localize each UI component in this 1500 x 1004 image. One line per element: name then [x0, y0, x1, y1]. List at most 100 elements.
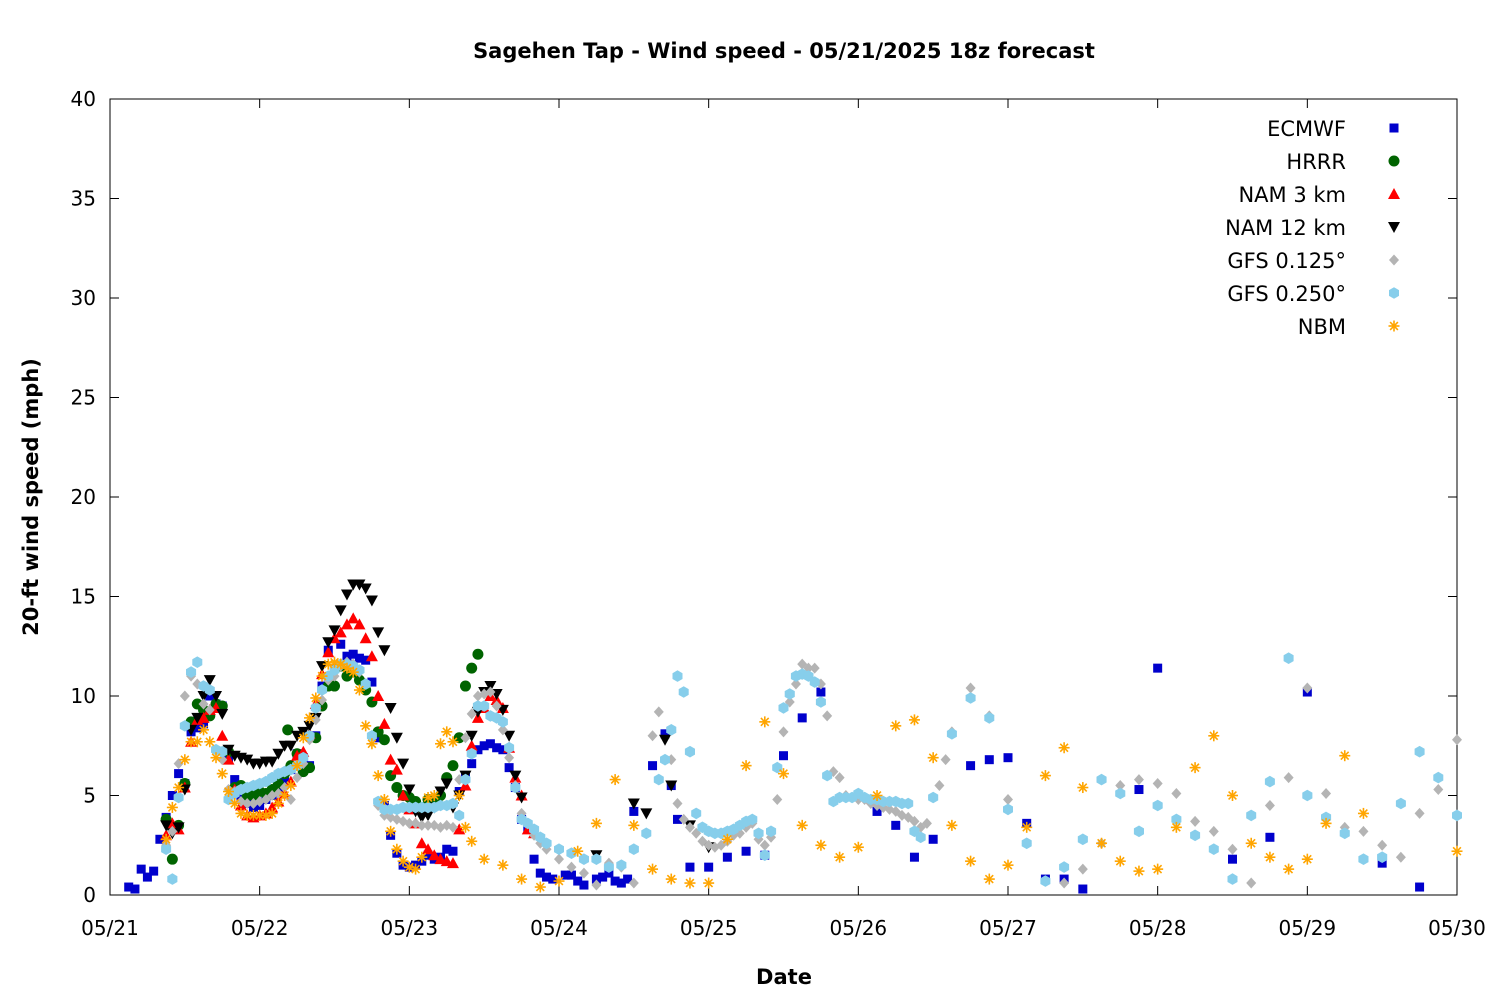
data-point [772, 793, 783, 805]
data-point [1096, 837, 1108, 849]
legend: ECMWF HRRR NAM 3 km NAM 12 km GFS 0.125° GFS … [1225, 117, 1400, 339]
data-point [572, 845, 584, 857]
data-point [809, 676, 820, 688]
legend-label: GFS 0.250° [1227, 282, 1346, 306]
data-point [172, 822, 185, 834]
data-point [504, 763, 514, 773]
data-point [304, 730, 315, 742]
data-point [872, 806, 882, 816]
data-point [1433, 771, 1444, 784]
data-point [447, 760, 459, 772]
data-point [266, 807, 278, 819]
data-point [378, 793, 390, 805]
data-point [778, 726, 789, 738]
y-axis: 0 5 10 15 20 25 30 35 40 [71, 87, 1457, 907]
data-point [722, 852, 732, 862]
data-point [809, 662, 820, 674]
data-point [984, 755, 994, 765]
data-point [1452, 734, 1462, 746]
data-point [648, 761, 658, 771]
data-point [222, 744, 235, 756]
data-point [641, 827, 652, 840]
data-point [579, 880, 589, 890]
data-point [510, 781, 521, 794]
data-point [1208, 825, 1219, 837]
data-point [384, 753, 397, 765]
data-point [186, 666, 197, 678]
data-point [328, 625, 341, 637]
data-point [903, 797, 914, 810]
data-point [909, 815, 920, 827]
legend-marker [1389, 254, 1399, 266]
data-point [822, 769, 833, 782]
data-point [665, 873, 677, 885]
data-point [198, 724, 210, 736]
data-point [378, 717, 391, 729]
data-point [759, 849, 770, 861]
data-point [173, 782, 185, 794]
data-point [459, 821, 471, 833]
data-point [197, 711, 210, 723]
data-point [891, 820, 901, 830]
x-tick-label: 05/21 [81, 916, 139, 940]
data-point [822, 710, 833, 722]
data-point [422, 810, 435, 822]
x-axis: 05/21 05/22 05/23 05/24 05/25 05/26 05/27 05/28… [81, 99, 1486, 940]
data-point [660, 753, 670, 766]
x-tick-label: 05/27 [979, 916, 1037, 940]
data-point [566, 870, 576, 880]
legend-item: GFS 0.250° [1227, 282, 1399, 306]
data-point [628, 877, 639, 889]
data-point [341, 662, 353, 674]
data-point [616, 878, 626, 888]
data-point [940, 754, 951, 766]
data-point [304, 712, 316, 724]
data-point [779, 751, 788, 761]
data-point [485, 686, 496, 698]
data-point [1415, 882, 1425, 892]
data-point [497, 859, 509, 871]
data-point [428, 849, 441, 861]
data-point [454, 809, 465, 822]
data-point [566, 847, 577, 859]
data-point [1171, 813, 1182, 826]
data-point [647, 863, 659, 875]
data-point [598, 872, 608, 882]
data-point [222, 786, 234, 798]
data-point [204, 704, 215, 716]
data-point [1114, 855, 1126, 867]
data-point [242, 797, 253, 809]
data-point [492, 743, 502, 753]
legend-marker [1388, 155, 1400, 167]
data-point [142, 872, 152, 882]
data-point [578, 853, 589, 865]
data-point [554, 843, 564, 855]
data-point [498, 745, 508, 755]
data-point [909, 852, 919, 862]
data-point [384, 702, 397, 714]
data-point [340, 618, 353, 630]
data-point [367, 677, 377, 687]
data-point [130, 884, 140, 894]
data-point [397, 789, 410, 801]
data-point [310, 692, 322, 704]
data-point [372, 690, 385, 701]
data-point [983, 873, 995, 885]
data-point [1002, 859, 1014, 871]
data-point [166, 801, 178, 813]
series-gfs-0-125- [161, 656, 1462, 891]
data-point [191, 736, 203, 748]
data-point [542, 872, 552, 882]
y-tick-label: 35 [71, 187, 96, 211]
x-tick-label: 05/28 [1129, 916, 1187, 940]
data-point [340, 589, 353, 601]
data-point [136, 864, 146, 874]
series-nbm [160, 656, 1463, 893]
data-point [1227, 873, 1238, 885]
data-point [404, 817, 415, 829]
data-point [336, 639, 346, 649]
data-point [573, 876, 583, 886]
data-point [1302, 789, 1313, 802]
data-point [354, 653, 364, 663]
data-point [778, 702, 789, 714]
